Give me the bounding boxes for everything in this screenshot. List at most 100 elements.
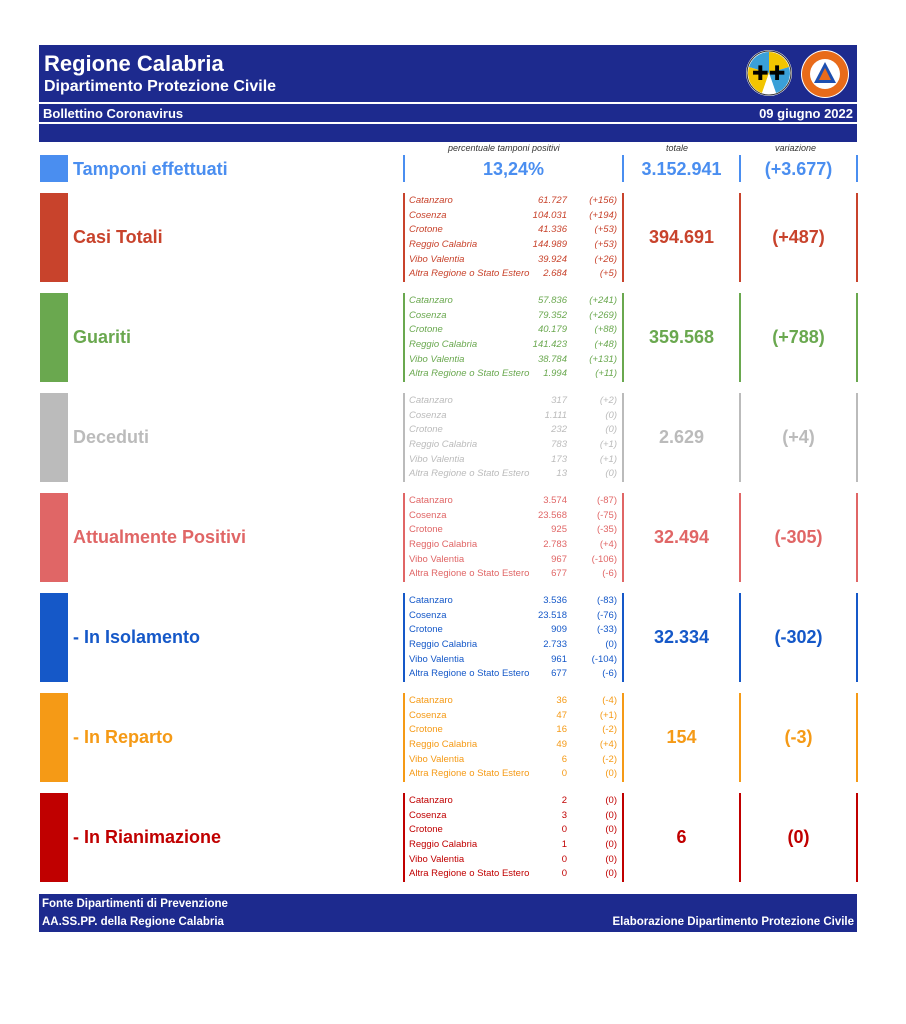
province-name: Altra Regione o Stato Estero (409, 768, 530, 780)
province-name: Cosenza (409, 809, 447, 821)
section-variation: (-305) (774, 526, 823, 547)
section-total: 359.568 (648, 326, 715, 347)
section-divider (622, 193, 624, 282)
header-banner: Regione Calabria Dipartimento Protezione… (39, 45, 857, 102)
section-total: 394.691 (648, 226, 715, 247)
province-row: Reggio Calabria 141.423 (+48) (409, 338, 617, 353)
province-delta: (-76) (596, 609, 617, 621)
province-delta: (+2) (599, 395, 617, 406)
province-row: Vibo Valentia 173 (+1) (409, 453, 617, 468)
province-row: Catanzaro 61.727 (+156) (409, 194, 617, 209)
province-list: Catanzaro 61.727 (+156) Cosenza 104.031 (+194… (409, 194, 617, 282)
province-value: 141.423 (532, 339, 567, 351)
province-value: 144.989 (532, 239, 567, 251)
province-row: Reggio Calabria 49 (+4) (409, 738, 617, 753)
province-name: Cosenza (409, 209, 447, 221)
section-divider (739, 193, 741, 282)
blank-bar (39, 124, 857, 142)
province-delta: (+194) (589, 209, 617, 221)
section-divider (622, 593, 624, 682)
province-delta: (+26) (594, 253, 617, 265)
footer-banner: Fonte Dipartimenti di Prevenzione AA.SS.… (39, 894, 857, 932)
province-delta: (0) (605, 809, 617, 821)
section-label: - In Isolamento (73, 626, 201, 647)
province-row: Crotone 925 (-35) (409, 523, 617, 538)
province-name: Catanzaro (409, 195, 453, 206)
province-delta: (0) (605, 795, 617, 806)
province-row: Vibo Valentia 961 (-104) (409, 653, 617, 668)
province-list: Catanzaro 317 (+2) Cosenza 1.111 (0) Crotone 23… (409, 394, 617, 482)
province-value: 0 (561, 853, 567, 865)
section-divider (856, 493, 858, 582)
province-name: Catanzaro (409, 395, 453, 406)
province-name: Catanzaro (409, 295, 453, 306)
province-value: 3.536 (543, 595, 567, 606)
province-value: 57.836 (537, 295, 567, 306)
province-list: Catanzaro 57.836 (+241) Cosenza 79.352 (+269)… (409, 294, 617, 382)
section-divider (739, 393, 741, 482)
section-divider (739, 793, 741, 882)
province-name: Crotone (409, 424, 443, 436)
section-divider (856, 293, 858, 382)
province-delta: (-33) (596, 624, 617, 636)
province-name: Catanzaro (409, 795, 453, 806)
province-name: Vibo Valentia (409, 753, 465, 765)
province-name: Catanzaro (409, 595, 453, 606)
section-variation: (+4) (782, 426, 815, 447)
province-name: Reggio Calabria (409, 339, 478, 351)
province-row: Crotone 16 (-2) (409, 723, 617, 738)
section-total: 32.494 (653, 526, 710, 547)
svg-text:✚✚: ✚✚ (752, 61, 786, 85)
province-name: Reggio Calabria (409, 739, 478, 751)
province-value: 38.784 (537, 353, 567, 365)
province-value: 1 (561, 839, 567, 851)
province-delta: (+1) (599, 709, 617, 721)
province-value: 2.783 (543, 539, 567, 551)
section-swatch (40, 693, 68, 782)
section-divider (403, 793, 405, 882)
province-row: Altra Regione o Stato Estero 2.684 (+5) (409, 267, 617, 282)
section-divider (739, 493, 741, 582)
province-value: 173 (551, 453, 567, 465)
province-delta: (-6) (602, 568, 617, 580)
total-column-header: totale (666, 143, 689, 153)
province-name: Cosenza (409, 509, 447, 521)
province-row: Altra Regione o Stato Estero 677 (-6) (409, 567, 617, 582)
province-name: Crotone (409, 624, 443, 636)
section-label: Guariti (73, 326, 132, 347)
province-row: Catanzaro 3.536 (-83) (409, 594, 617, 609)
province-delta: (+1) (599, 439, 617, 451)
province-name: Cosenza (409, 409, 447, 421)
province-row: Catanzaro 3.574 (-87) (409, 494, 617, 509)
province-row: Catanzaro 2 (0) (409, 794, 617, 809)
province-name: Reggio Calabria (409, 639, 478, 651)
section-swatch (40, 393, 68, 482)
province-value: 47 (556, 709, 567, 721)
section-divider (739, 693, 741, 782)
province-name: Reggio Calabria (409, 539, 478, 551)
province-value: 2.733 (543, 639, 567, 651)
province-row: Reggio Calabria 1 (0) (409, 838, 617, 853)
section-variation: (+788) (772, 326, 825, 347)
tamponi-divider (856, 155, 858, 182)
section-swatch (40, 793, 68, 882)
province-delta: (+11) (595, 368, 617, 380)
province-delta: (-2) (602, 724, 617, 736)
section-total: 32.334 (653, 626, 710, 647)
province-list: Catanzaro 2 (0) Cosenza 3 (0) Crotone 0 (0) Reggi… (409, 794, 617, 882)
province-row: Cosenza 23.568 (-75) (409, 509, 617, 524)
province-delta: (-83) (596, 595, 617, 606)
region-title: Regione Calabria (44, 51, 224, 76)
footer-credit: Elaborazione Dipartimento Protezione Civ… (612, 916, 854, 928)
province-value: 0 (561, 824, 567, 836)
section-swatch (40, 493, 68, 582)
province-delta: (0) (605, 839, 617, 851)
province-name: Catanzaro (409, 695, 453, 706)
province-value: 0 (561, 868, 567, 880)
section-divider (856, 693, 858, 782)
section-divider (403, 293, 405, 382)
section-divider (856, 593, 858, 682)
province-value: 40.179 (537, 324, 567, 336)
province-name: Vibo Valentia (409, 653, 465, 665)
province-value: 36 (556, 695, 567, 706)
